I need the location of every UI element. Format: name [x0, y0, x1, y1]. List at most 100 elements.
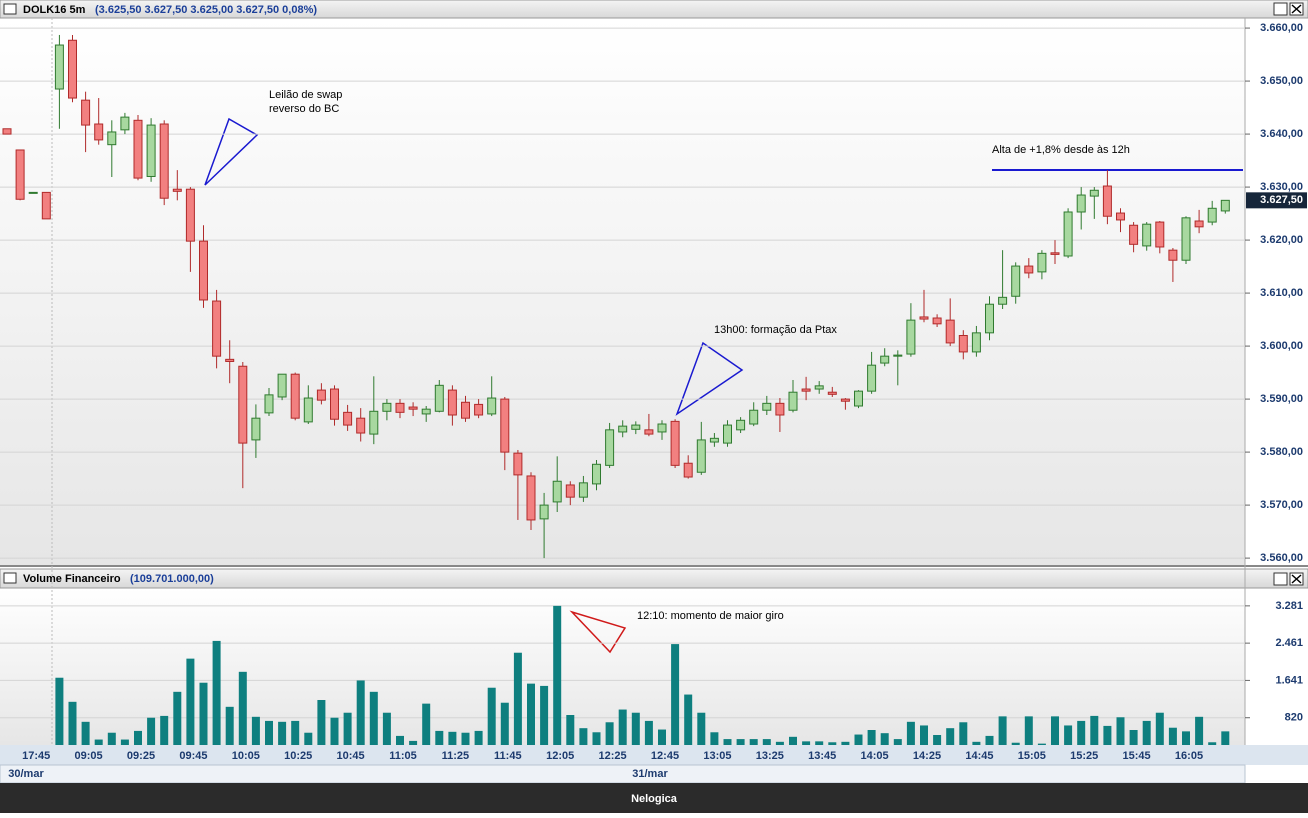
candle-body: [565, 484, 575, 498]
candle-body: [264, 394, 274, 414]
candle-body: [1220, 199, 1230, 212]
candle-body: [316, 389, 326, 401]
candle-body: [1102, 185, 1112, 217]
volume-bar: [880, 733, 889, 745]
candle-body: [199, 240, 208, 301]
volume-bar: [566, 715, 575, 745]
candle-body: [958, 334, 968, 353]
candle-body: [526, 475, 536, 521]
volume-bar: [265, 720, 273, 745]
price-header: [0, 0, 1308, 19]
y-tick-label: 3.570,00: [1260, 499, 1303, 511]
candle-body: [68, 39, 77, 99]
volume-bar: [867, 730, 876, 745]
x-tick-label: 13:45: [808, 750, 836, 762]
y-tick-label: 3.660,00: [1260, 22, 1303, 34]
candle-body: [1089, 189, 1099, 197]
close-icon: [1291, 574, 1302, 584]
volume-bar: [605, 722, 614, 745]
volume-bar: [94, 739, 103, 745]
y-tick-label: 3.650,00: [1260, 75, 1303, 87]
candle-body: [28, 191, 38, 194]
candle-body: [932, 317, 942, 325]
volume-bar: [1064, 725, 1073, 745]
volume-bar: [1051, 716, 1059, 745]
y-tick-label: 3.281: [1275, 600, 1303, 612]
candle-body: [290, 373, 300, 419]
volume-bar: [461, 732, 470, 745]
candle-body: [343, 411, 353, 426]
volume-bar: [1116, 717, 1125, 745]
candle-body: [880, 355, 890, 364]
volume-bar: [251, 716, 260, 745]
candle-body: [709, 437, 719, 443]
y-tick-label: 3.580,00: [1260, 446, 1303, 458]
x-tick-label: 10:25: [284, 750, 312, 762]
x-tick-label: 09:25: [127, 750, 155, 762]
volume-bar: [396, 735, 404, 745]
volume-bar: [1142, 720, 1151, 745]
candle-body: [447, 389, 457, 416]
x-tick-label: 12:25: [599, 750, 627, 762]
maximize-button[interactable]: [1273, 2, 1288, 16]
candle-body: [225, 358, 235, 362]
x-tick-label: 14:25: [913, 750, 941, 762]
volume-bar: [173, 691, 182, 745]
volume-bar: [1077, 720, 1086, 745]
y-tick-label: 2.461: [1275, 637, 1303, 649]
pane-icon[interactable]: [3, 572, 17, 584]
volume-bar: [199, 682, 208, 745]
volume-bar: [68, 701, 77, 745]
x-tick-label: 14:45: [965, 750, 993, 762]
candle-body: [251, 417, 261, 441]
candle-body: [644, 429, 654, 435]
y-tick-label: 820: [1285, 712, 1303, 724]
maximize-button[interactable]: [1273, 572, 1288, 586]
volume-bar: [933, 735, 942, 745]
volume-bar: [658, 729, 666, 745]
candle-body: [762, 402, 772, 411]
candle-body: [1181, 217, 1191, 261]
candle-body: [172, 188, 182, 192]
volume-bar: [1182, 731, 1190, 745]
volume-bar: [356, 680, 365, 745]
volume-bar: [343, 712, 352, 745]
price-pane: [0, 18, 1245, 566]
x-axis-band: [0, 745, 1308, 765]
candle-body: [303, 397, 313, 423]
candle-body: [461, 401, 470, 419]
candle-body: [1116, 212, 1125, 221]
candle-body: [15, 149, 25, 200]
volume-bar: [212, 640, 221, 745]
candle-body: [146, 124, 156, 177]
volume-bar: [527, 683, 535, 745]
candle-body: [133, 119, 143, 179]
volume-bar: [160, 715, 169, 745]
volume-bar: [828, 742, 837, 745]
volume-bar: [1155, 712, 1164, 745]
candle-body: [605, 429, 615, 466]
last-price-box: [1246, 192, 1307, 209]
candle-body: [657, 423, 667, 433]
volume-bar: [579, 728, 588, 745]
candle-body: [395, 402, 405, 413]
pane-icon[interactable]: [3, 3, 17, 15]
annotation: 12:10: momento de maior giro: [637, 610, 784, 622]
candle-body: [1050, 252, 1060, 255]
y-tick-label: 3.600,00: [1260, 340, 1303, 352]
volume-bar: [147, 717, 156, 745]
volume-bar: [422, 703, 431, 745]
candle-body: [552, 480, 562, 503]
volume-bar: [946, 728, 955, 745]
volume-bar: [1090, 715, 1099, 745]
candle-body: [945, 319, 955, 344]
candle-body: [670, 420, 680, 466]
x-tick-label: 09:05: [75, 750, 103, 762]
candle-body: [1207, 207, 1217, 223]
candle-body: [185, 188, 195, 242]
volume-bar: [448, 731, 457, 745]
candle-body: [775, 402, 785, 416]
candle-body: [736, 419, 746, 431]
candle-body: [277, 373, 287, 398]
annotation-arrow: [204, 117, 259, 186]
